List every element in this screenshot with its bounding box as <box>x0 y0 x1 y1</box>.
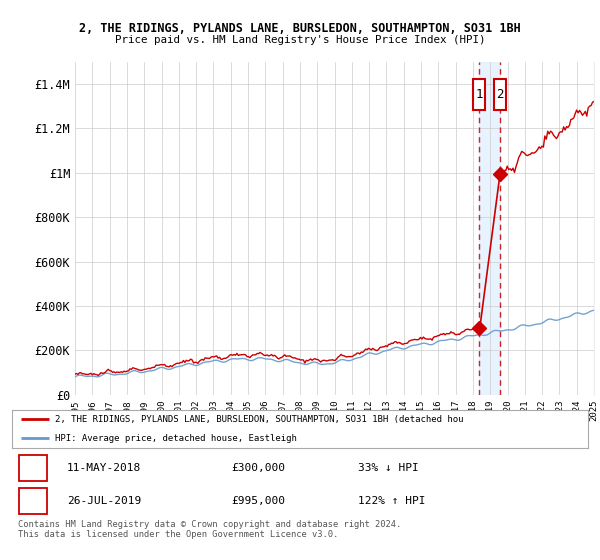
FancyBboxPatch shape <box>19 488 47 514</box>
Text: 1: 1 <box>29 461 37 475</box>
FancyBboxPatch shape <box>19 455 47 481</box>
Bar <box>479 62 500 395</box>
Text: Price paid vs. HM Land Registry's House Price Index (HPI): Price paid vs. HM Land Registry's House … <box>115 35 485 45</box>
Text: 122% ↑ HPI: 122% ↑ HPI <box>358 496 425 506</box>
Text: £300,000: £300,000 <box>231 463 285 473</box>
Text: 2, THE RIDINGS, PYLANDS LANE, BURSLEDON, SOUTHAMPTON, SO31 1BH (detached hou: 2, THE RIDINGS, PYLANDS LANE, BURSLEDON,… <box>55 415 464 424</box>
FancyBboxPatch shape <box>473 80 485 110</box>
Text: 33% ↓ HPI: 33% ↓ HPI <box>358 463 418 473</box>
Text: Contains HM Land Registry data © Crown copyright and database right 2024.
This d: Contains HM Land Registry data © Crown c… <box>18 520 401 539</box>
Text: HPI: Average price, detached house, Eastleigh: HPI: Average price, detached house, East… <box>55 434 297 443</box>
Text: 2: 2 <box>496 88 504 101</box>
Text: 1: 1 <box>475 88 483 101</box>
Text: 11-MAY-2018: 11-MAY-2018 <box>67 463 141 473</box>
Text: £995,000: £995,000 <box>231 496 285 506</box>
Text: 26-JUL-2019: 26-JUL-2019 <box>67 496 141 506</box>
Text: 2, THE RIDINGS, PYLANDS LANE, BURSLEDON, SOUTHAMPTON, SO31 1BH: 2, THE RIDINGS, PYLANDS LANE, BURSLEDON,… <box>79 22 521 35</box>
Text: 2: 2 <box>29 494 37 507</box>
FancyBboxPatch shape <box>494 80 506 110</box>
